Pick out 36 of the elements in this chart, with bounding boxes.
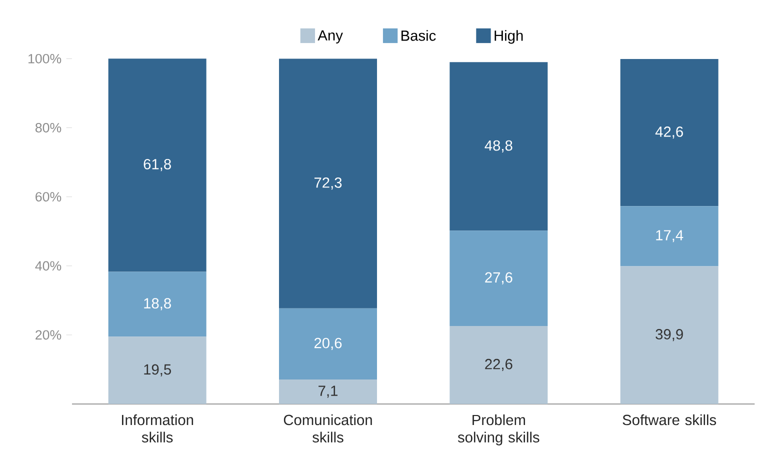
legend-label: High bbox=[494, 30, 523, 44]
bar bbox=[620, 266, 718, 404]
data-label: 72,3 bbox=[314, 177, 342, 190]
bar bbox=[450, 62, 548, 231]
bar bbox=[450, 230, 548, 326]
data-label: 39,9 bbox=[656, 329, 683, 342]
data-label: 20,6 bbox=[314, 338, 342, 350]
data-label: 18,8 bbox=[144, 298, 171, 310]
bar bbox=[108, 336, 206, 404]
bar bbox=[620, 206, 718, 266]
data-label: 7,1 bbox=[318, 386, 338, 398]
y-tick-label: 60% bbox=[36, 192, 62, 202]
data-label: 22,6 bbox=[485, 358, 512, 372]
data-label: 48,8 bbox=[484, 140, 512, 152]
bar bbox=[108, 58, 206, 272]
data-label: 61,8 bbox=[144, 158, 171, 172]
x-tick-label: Comunication skills bbox=[284, 414, 372, 443]
data-label: 42,6 bbox=[655, 126, 683, 139]
bar bbox=[279, 58, 378, 308]
y-tick-label: 20% bbox=[36, 330, 62, 340]
bar bbox=[450, 326, 548, 404]
y-tick-label: 80% bbox=[35, 123, 62, 132]
x-tick-label: Software skills bbox=[622, 414, 716, 426]
bar bbox=[279, 379, 378, 404]
legend-label: Basic bbox=[402, 30, 436, 41]
data-label: 19,5 bbox=[144, 364, 171, 376]
bar bbox=[620, 59, 718, 206]
legend-label: Any bbox=[318, 30, 343, 44]
data-label: 27,6 bbox=[485, 272, 512, 284]
data-label: 17,4 bbox=[656, 230, 684, 242]
x-tick-label: Information skills bbox=[122, 414, 194, 443]
y-tick-label: 100% bbox=[28, 54, 62, 64]
x-tick-label: Problem solving skills bbox=[458, 414, 540, 446]
bar bbox=[279, 308, 378, 380]
bar bbox=[108, 272, 206, 337]
y-tick-label: 40% bbox=[35, 261, 62, 271]
